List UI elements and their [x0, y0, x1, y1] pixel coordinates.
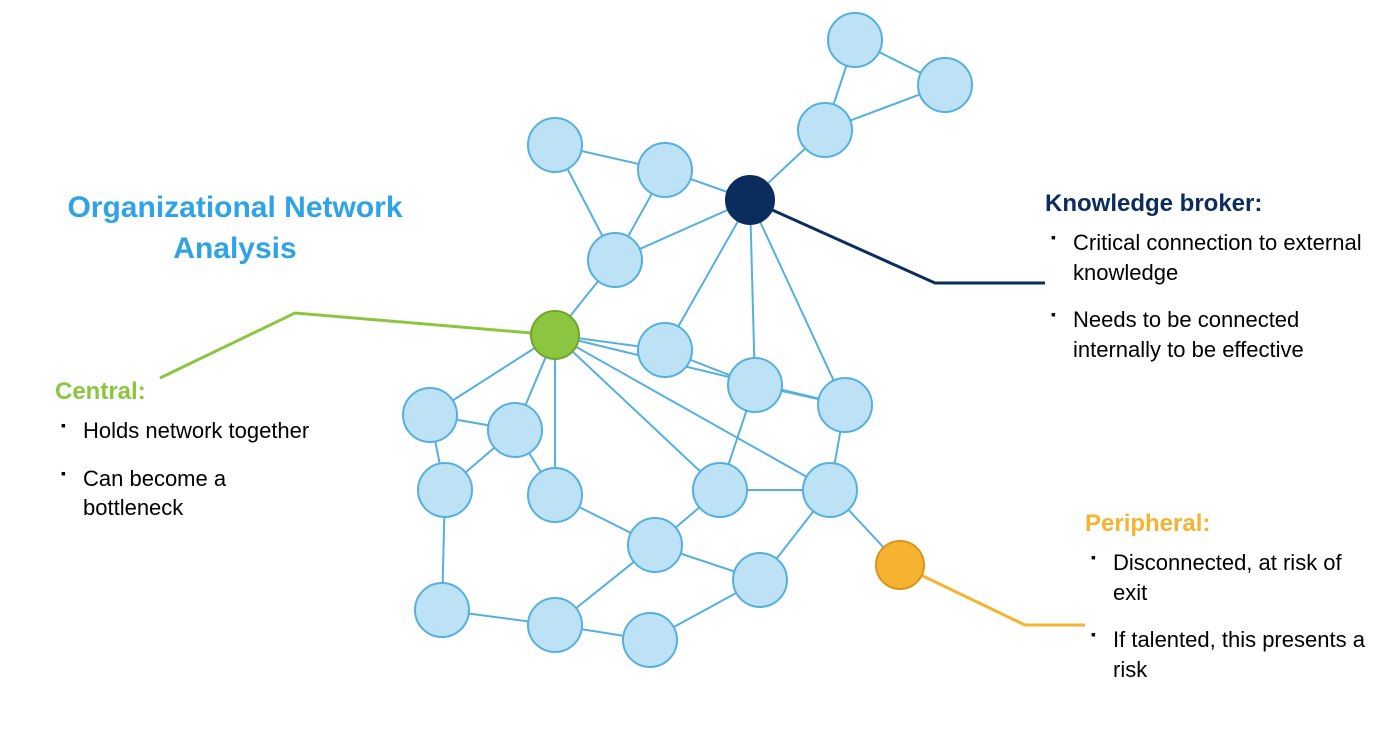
network-node — [528, 118, 582, 172]
edge — [555, 335, 830, 490]
network-node — [638, 323, 692, 377]
leader-line-peripheral — [900, 565, 1085, 625]
network-node — [818, 378, 872, 432]
network-node-broker — [726, 176, 774, 224]
callout-broker: Knowledge broker: Critical connection to… — [1045, 190, 1365, 383]
network-node — [693, 463, 747, 517]
callout-central-item: Can become a bottleneck — [55, 464, 325, 523]
callout-peripheral-list: Disconnected, at risk of exit If talente… — [1085, 548, 1375, 685]
network-node — [728, 358, 782, 412]
callout-broker-item: Needs to be connected internally to be e… — [1045, 305, 1365, 364]
callout-broker-list: Critical connection to external knowledg… — [1045, 228, 1365, 365]
network-node — [733, 553, 787, 607]
leader-line-central — [160, 313, 555, 378]
callout-peripheral-item: If talented, this presents a risk — [1085, 625, 1375, 684]
network-node — [638, 143, 692, 197]
title-line-2: Analysis — [173, 232, 296, 265]
network-node — [403, 388, 457, 442]
network-node-peripheral — [876, 541, 924, 589]
edge — [555, 335, 720, 490]
network-node — [528, 468, 582, 522]
callout-broker-title: Knowledge broker: — [1045, 190, 1365, 218]
callout-central-title: Central: — [55, 378, 325, 406]
network-node — [623, 613, 677, 667]
network-node-central — [531, 311, 579, 359]
title-line-1: Organizational Network — [67, 191, 402, 224]
callout-broker-item: Critical connection to external knowledg… — [1045, 228, 1365, 287]
nodes-group — [403, 13, 972, 667]
callout-peripheral-item: Disconnected, at risk of exit — [1085, 548, 1375, 607]
page-title: Organizational Network Analysis — [55, 188, 415, 269]
callout-central-list: Holds network together Can become a bott… — [55, 416, 325, 523]
callout-central-item: Holds network together — [55, 416, 325, 446]
network-node — [488, 403, 542, 457]
network-node — [803, 463, 857, 517]
callout-peripheral-title: Peripheral: — [1085, 510, 1375, 538]
network-node — [628, 518, 682, 572]
callout-peripheral: Peripheral: Disconnected, at risk of exi… — [1085, 510, 1375, 703]
network-node — [415, 583, 469, 637]
network-node — [798, 103, 852, 157]
network-node — [528, 598, 582, 652]
network-node — [918, 58, 972, 112]
network-node — [588, 233, 642, 287]
network-node — [828, 13, 882, 67]
network-node — [418, 463, 472, 517]
callout-central: Central: Holds network together Can beco… — [55, 378, 325, 541]
leader-line-broker — [750, 200, 1045, 283]
